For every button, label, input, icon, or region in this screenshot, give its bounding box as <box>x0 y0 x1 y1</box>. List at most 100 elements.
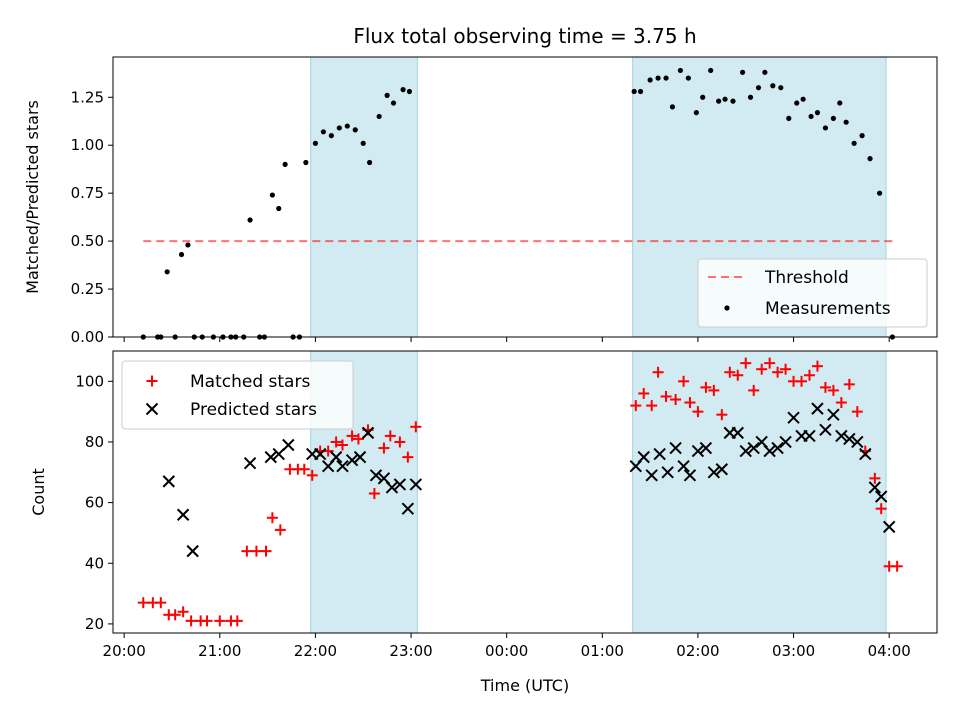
legend-x-marker <box>145 402 159 416</box>
measurement-points <box>140 67 895 340</box>
matched-star-point <box>748 384 760 396</box>
predicted-star-point <box>875 490 888 503</box>
x-stroke <box>661 466 674 479</box>
x-stroke <box>401 502 415 515</box>
predicted-star-point <box>677 460 690 473</box>
matched-star-point <box>796 375 808 387</box>
predicted-star-point <box>715 463 729 476</box>
measurement-point <box>303 159 309 166</box>
x-stroke <box>859 447 872 461</box>
matched-star-point <box>678 375 690 387</box>
x-stroke <box>282 438 295 452</box>
matched-star-point <box>177 606 189 618</box>
x-tick-label: 03:00 <box>772 642 815 660</box>
x-stroke <box>669 441 682 455</box>
x-stroke <box>361 426 375 440</box>
legend-measurements-swatch <box>724 305 730 311</box>
x-stroke <box>707 466 721 479</box>
x-stroke <box>162 475 175 488</box>
y-tick-label: 60 <box>85 494 104 512</box>
matched-star-point <box>185 615 197 627</box>
measurement-point <box>185 242 191 248</box>
matched-star-point <box>700 381 712 393</box>
predicted-star-point <box>851 435 864 449</box>
observing-window-band <box>632 351 886 633</box>
predicted-star-point <box>653 447 666 461</box>
matched-star-point <box>274 524 286 536</box>
measurement-point <box>406 88 413 95</box>
predicted-star-point <box>763 444 776 458</box>
count-panel: 20:00 21:00 22:00 23:00 00:00 01:00 02:00 03:00… <box>29 350 938 695</box>
predicted-star-point <box>803 429 816 443</box>
measurement-point <box>276 205 282 212</box>
measurement-point <box>770 83 776 89</box>
measurement-point <box>637 88 644 95</box>
matched-star-point <box>827 384 839 396</box>
x-stroke <box>868 481 882 494</box>
x-stroke <box>835 429 848 443</box>
legend-predicted-swatch <box>145 402 159 416</box>
matched-star-point <box>764 357 776 369</box>
measurement-point <box>390 100 397 106</box>
count-panel-frame <box>112 350 938 634</box>
matched-star-point <box>214 615 226 627</box>
matched-star-point <box>630 400 642 412</box>
predicted-star-point <box>731 426 744 440</box>
predicted-star-point <box>811 402 824 415</box>
predicted-star-point <box>787 411 800 424</box>
predicted-star-point <box>176 508 190 521</box>
matched-star-point <box>241 545 253 557</box>
predicted-star-point <box>683 469 697 482</box>
x-tick-label: 20:00 <box>103 642 146 660</box>
x-stroke <box>637 450 650 464</box>
x-stroke <box>819 423 832 437</box>
measurement-point <box>655 75 661 81</box>
predicted-star-point <box>859 447 872 461</box>
matched-star-point <box>260 545 272 557</box>
x-stroke <box>763 444 776 458</box>
predicted-star-point <box>409 478 423 491</box>
predicted-star-point <box>345 453 359 467</box>
measurement-point <box>647 77 653 83</box>
predicted-star-point <box>393 478 407 491</box>
predicted-star-point <box>353 450 367 464</box>
matched-star-point <box>724 366 736 378</box>
ratio-panel: 0.00 0.25 0.50 0.75 1.00 1.25 Flux total obse… <box>23 24 938 346</box>
x-stroke <box>715 463 729 476</box>
matched-star-point <box>869 472 881 484</box>
count-legend-box <box>121 360 354 430</box>
x-stroke <box>827 408 840 421</box>
ratio-y-axis-label: Matched/Predicted stars <box>23 100 42 294</box>
x-stroke <box>243 456 257 470</box>
matched-star-point <box>306 469 318 481</box>
matched-star-point <box>732 369 744 381</box>
y-tick-label: 0.25 <box>71 280 104 298</box>
observing-window-band <box>310 57 418 337</box>
measurement-point <box>794 100 800 106</box>
matched-star-point <box>780 363 792 375</box>
y-tick-label: 20 <box>85 615 104 633</box>
matched-star-point <box>756 363 768 375</box>
predicted-star-point <box>162 475 175 488</box>
matched-star-point <box>352 433 364 445</box>
count-legend: Matched stars Predicted stars <box>121 360 354 430</box>
x-stroke <box>377 472 391 485</box>
predicted-star-point <box>699 441 713 455</box>
measurement-point <box>320 129 326 135</box>
measurement-point <box>669 104 676 110</box>
predicted-star-point <box>661 466 674 479</box>
measurement-point <box>352 127 358 133</box>
y-tick-label: 1.25 <box>71 88 104 106</box>
matched-star-point <box>250 545 262 557</box>
y-tick-label: 0.75 <box>71 184 104 202</box>
measurement-point <box>344 123 350 129</box>
matched-star-point <box>394 436 406 448</box>
predicted-star-point <box>385 481 399 494</box>
x-stroke <box>385 481 399 494</box>
legend-predicted-label: Predicted stars <box>190 400 317 420</box>
measurement-point <box>400 87 406 93</box>
x-stroke <box>145 402 159 416</box>
matched-star-point <box>843 378 855 390</box>
predicted-star-point <box>707 466 721 479</box>
